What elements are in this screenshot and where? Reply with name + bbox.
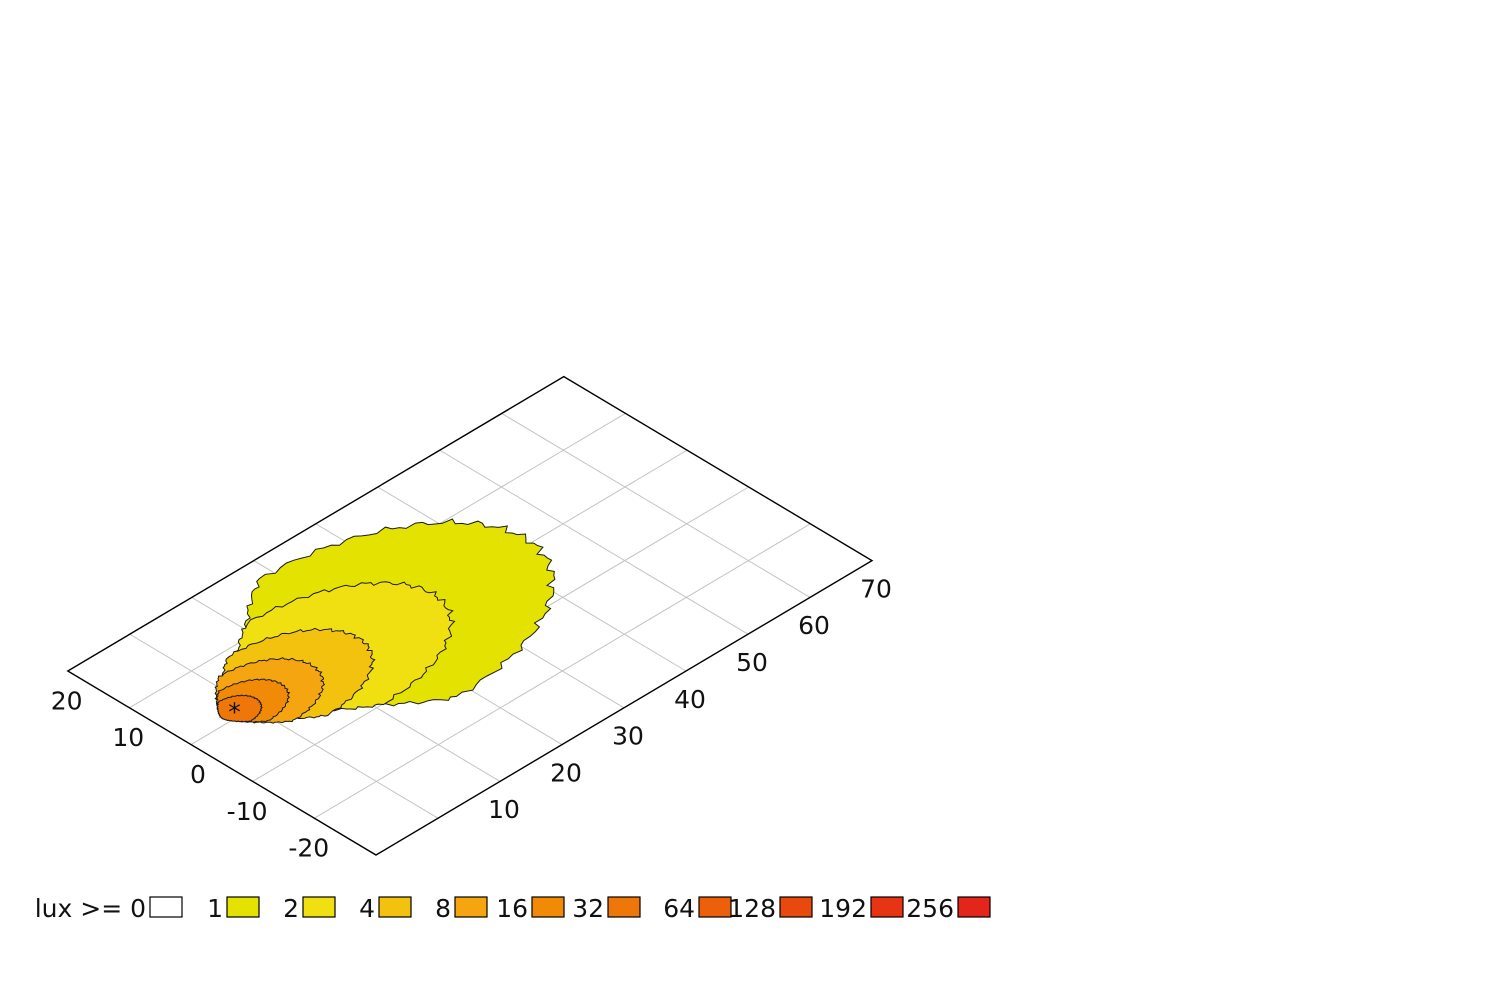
x-tick-label: 30 bbox=[612, 722, 644, 751]
isolux-region-32 bbox=[216, 694, 263, 723]
legend-label: 2 bbox=[283, 894, 299, 923]
x-tick-label: 20 bbox=[550, 758, 582, 787]
y-tick-label: 10 bbox=[112, 723, 144, 752]
isolux-regions bbox=[214, 518, 556, 724]
legend-label: 128 bbox=[728, 894, 776, 923]
luminaire-marker-symbol: * bbox=[228, 697, 241, 726]
legend-swatch bbox=[149, 896, 183, 918]
plot-frame bbox=[66, 375, 874, 856]
grid-line-x bbox=[129, 633, 439, 819]
luminaire-marker: * bbox=[228, 697, 241, 726]
legend-label: 256 bbox=[906, 894, 954, 923]
legend-swatch bbox=[698, 896, 732, 918]
legend-label: 32 bbox=[572, 894, 604, 923]
x-tick-label: 50 bbox=[736, 648, 768, 677]
legend-label: 1 bbox=[207, 894, 223, 923]
legend-swatch bbox=[226, 896, 260, 918]
y-tick-label: -20 bbox=[288, 834, 329, 863]
grid-line-y bbox=[314, 523, 811, 819]
legend-swatch bbox=[870, 896, 904, 918]
legend-label: 8 bbox=[435, 894, 451, 923]
x-tick-label: 10 bbox=[488, 795, 520, 824]
legend-label: 192 bbox=[819, 894, 867, 923]
plot-border bbox=[66, 375, 874, 856]
legend-label: 64 bbox=[663, 894, 695, 923]
y-tick-label: 0 bbox=[190, 760, 206, 789]
legend-swatch bbox=[957, 896, 991, 918]
y-tick-label: -10 bbox=[227, 797, 268, 826]
legend-swatch bbox=[454, 896, 488, 918]
x-tick-label: 40 bbox=[674, 685, 706, 714]
legend-swatch bbox=[378, 896, 412, 918]
legend: lux >= 0 1 2 4 8 16 32 64 128 192 256 bbox=[35, 894, 991, 923]
x-axis-ticks: 10 20 30 40 50 60 70 bbox=[488, 574, 892, 824]
legend-swatch bbox=[607, 896, 641, 918]
y-axis-ticks: -20 -10 0 10 20 bbox=[51, 686, 329, 862]
legend-label: 4 bbox=[359, 894, 375, 923]
legend-swatch bbox=[531, 896, 565, 918]
legend-label: 16 bbox=[496, 894, 528, 923]
y-tick-label: 20 bbox=[51, 686, 83, 715]
legend-label: lux >= 0 bbox=[35, 894, 146, 923]
legend-swatch bbox=[779, 896, 813, 918]
x-tick-label: 60 bbox=[798, 611, 830, 640]
grid-line-x bbox=[501, 412, 811, 598]
legend-swatch bbox=[302, 896, 336, 918]
grid-line-x bbox=[439, 449, 749, 635]
x-tick-label: 70 bbox=[860, 574, 892, 603]
